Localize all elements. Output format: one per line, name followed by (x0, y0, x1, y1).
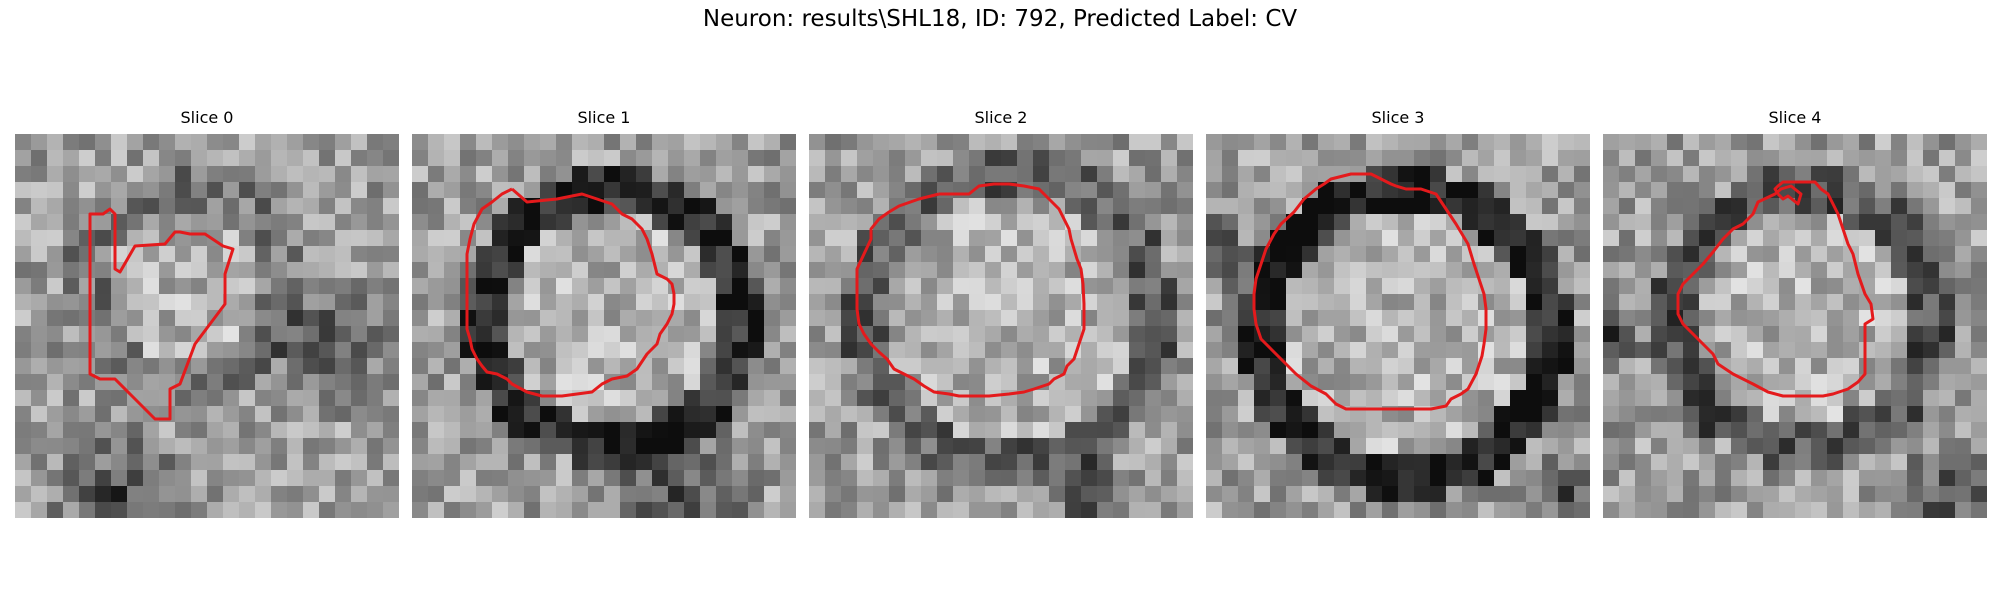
cell-contour-4 (1676, 180, 1875, 398)
cell-contour-2 (855, 182, 1086, 398)
slice-panel-3: Slice 3 (1206, 108, 1590, 520)
slice-panel-4: Slice 4 (1603, 108, 1987, 520)
slice-title-1: Slice 1 (577, 108, 631, 127)
slice-title-4: Slice 4 (1768, 108, 1822, 127)
slice-image-4 (1603, 134, 1987, 518)
slice-image-2 (809, 134, 1193, 518)
figure-title: Neuron: results\SHL18, ID: 792, Predicte… (702, 6, 1298, 32)
cell-contour-0 (88, 207, 235, 421)
slice-panel-0: Slice 0 (15, 108, 399, 520)
cell-contour-3 (1252, 172, 1488, 411)
slice-image-1 (412, 134, 796, 518)
cell-contour-1 (465, 187, 676, 398)
slice-title-0: Slice 0 (180, 108, 234, 127)
slice-panel-2: Slice 2 (809, 108, 1193, 520)
slice-image-0 (15, 134, 399, 518)
slice-panel-1: Slice 1 (412, 108, 796, 520)
slice-title-2: Slice 2 (974, 108, 1028, 127)
slice-title-3: Slice 3 (1371, 108, 1425, 127)
slice-image-3 (1206, 134, 1590, 518)
